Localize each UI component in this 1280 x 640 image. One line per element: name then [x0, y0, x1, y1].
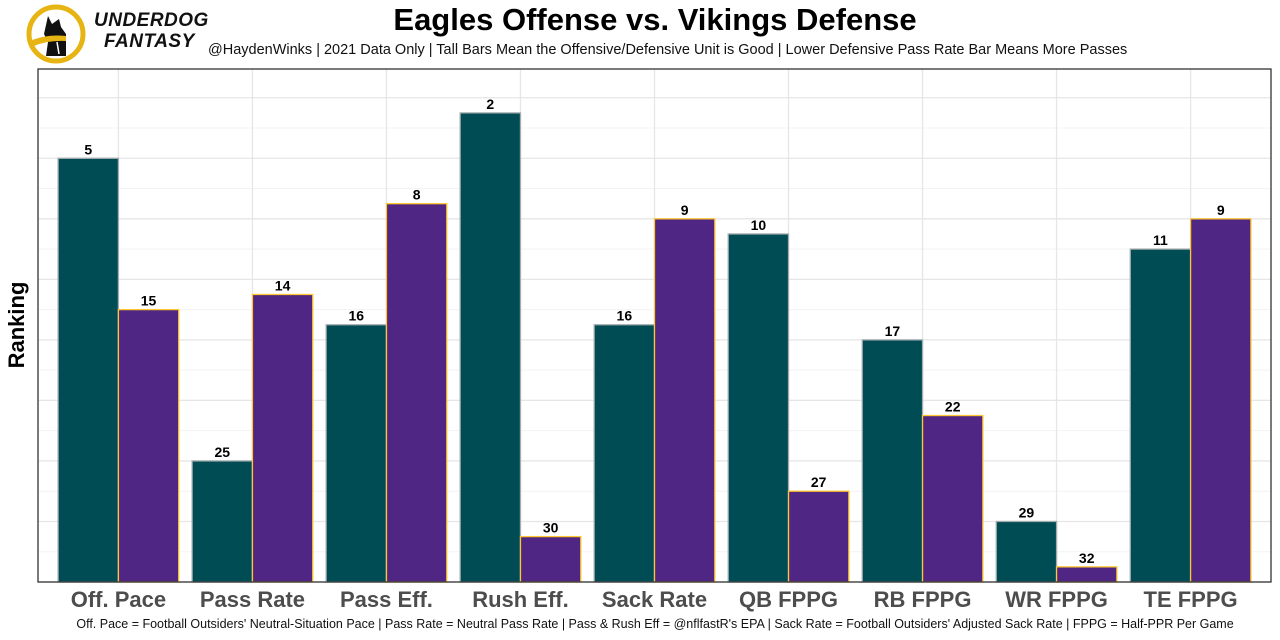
plot-panel-border	[37, 68, 1272, 583]
data-labels: 5 25 16 2 16 10 17 29 11 15 14 8 30 9 27 22 32 9	[84, 96, 1224, 566]
x-tick-label: WR FPPG	[1005, 587, 1108, 612]
x-tick-label: QB FPPG	[739, 587, 838, 612]
data-label: 9	[681, 202, 689, 218]
x-tick-label: Pass Eff.	[340, 587, 433, 612]
data-label: 14	[275, 277, 291, 293]
brand-line-2: FANTASY	[104, 31, 195, 52]
data-label: 32	[1079, 550, 1095, 566]
data-label: 25	[214, 444, 230, 460]
x-tick-labels: Off. Pace Pass Rate Pass Eff. Rush Eff. Sack…	[71, 587, 1238, 612]
bar-defense	[385, 203, 448, 583]
bar-defense	[1189, 218, 1252, 583]
bar-offense	[191, 460, 254, 583]
bar-defense	[117, 308, 180, 583]
x-tick-label: Off. Pace	[71, 587, 166, 612]
x-tick-label: Pass Rate	[200, 587, 305, 612]
x-tick-label: RB FPPG	[874, 587, 972, 612]
bar-offense	[1129, 248, 1192, 583]
brand-line-1: UNDERDOG	[94, 10, 209, 31]
data-label: 5	[84, 141, 92, 157]
bar-offense	[57, 157, 120, 583]
bar-defense	[1055, 566, 1118, 583]
data-label: 17	[885, 323, 901, 339]
bar-defense	[787, 490, 850, 583]
bar-offense	[995, 520, 1058, 583]
x-tick-label: TE FPPG	[1144, 587, 1238, 612]
bar-defense	[251, 293, 314, 583]
data-label: 16	[617, 308, 633, 324]
data-label: 10	[751, 217, 767, 233]
bar-defense	[653, 218, 716, 583]
data-label: 9	[1217, 202, 1225, 218]
data-label: 15	[141, 293, 157, 309]
chart-title: Eagles Offense vs. Vikings Defense	[393, 2, 917, 37]
bar-offense	[727, 233, 790, 583]
chart-subtitle: @HaydenWinks | 2021 Data Only | Tall Bar…	[208, 42, 1128, 58]
data-label: 2	[486, 96, 494, 112]
data-label: 27	[811, 474, 827, 490]
x-tick-label: Rush Eff.	[472, 587, 569, 612]
bar-offense	[325, 324, 388, 583]
data-label: 16	[349, 308, 365, 324]
data-label: 8	[413, 187, 421, 203]
bar-offense	[861, 339, 924, 583]
brand-wordmark: UNDERDOG FANTASY	[94, 10, 209, 52]
data-label: 30	[543, 520, 559, 536]
bar-offense	[459, 112, 522, 583]
underdog-logo-icon	[26, 4, 86, 64]
data-label: 11	[1153, 232, 1168, 248]
data-label: 22	[945, 399, 961, 415]
chart-caption: Off. Pace = Football Outsiders' Neutral-…	[76, 617, 1234, 631]
data-label: 29	[1019, 504, 1035, 520]
bar-offense	[593, 324, 656, 583]
bar-defense	[921, 414, 984, 583]
x-tick-label: Sack Rate	[602, 587, 707, 612]
bar-defense	[519, 535, 582, 583]
